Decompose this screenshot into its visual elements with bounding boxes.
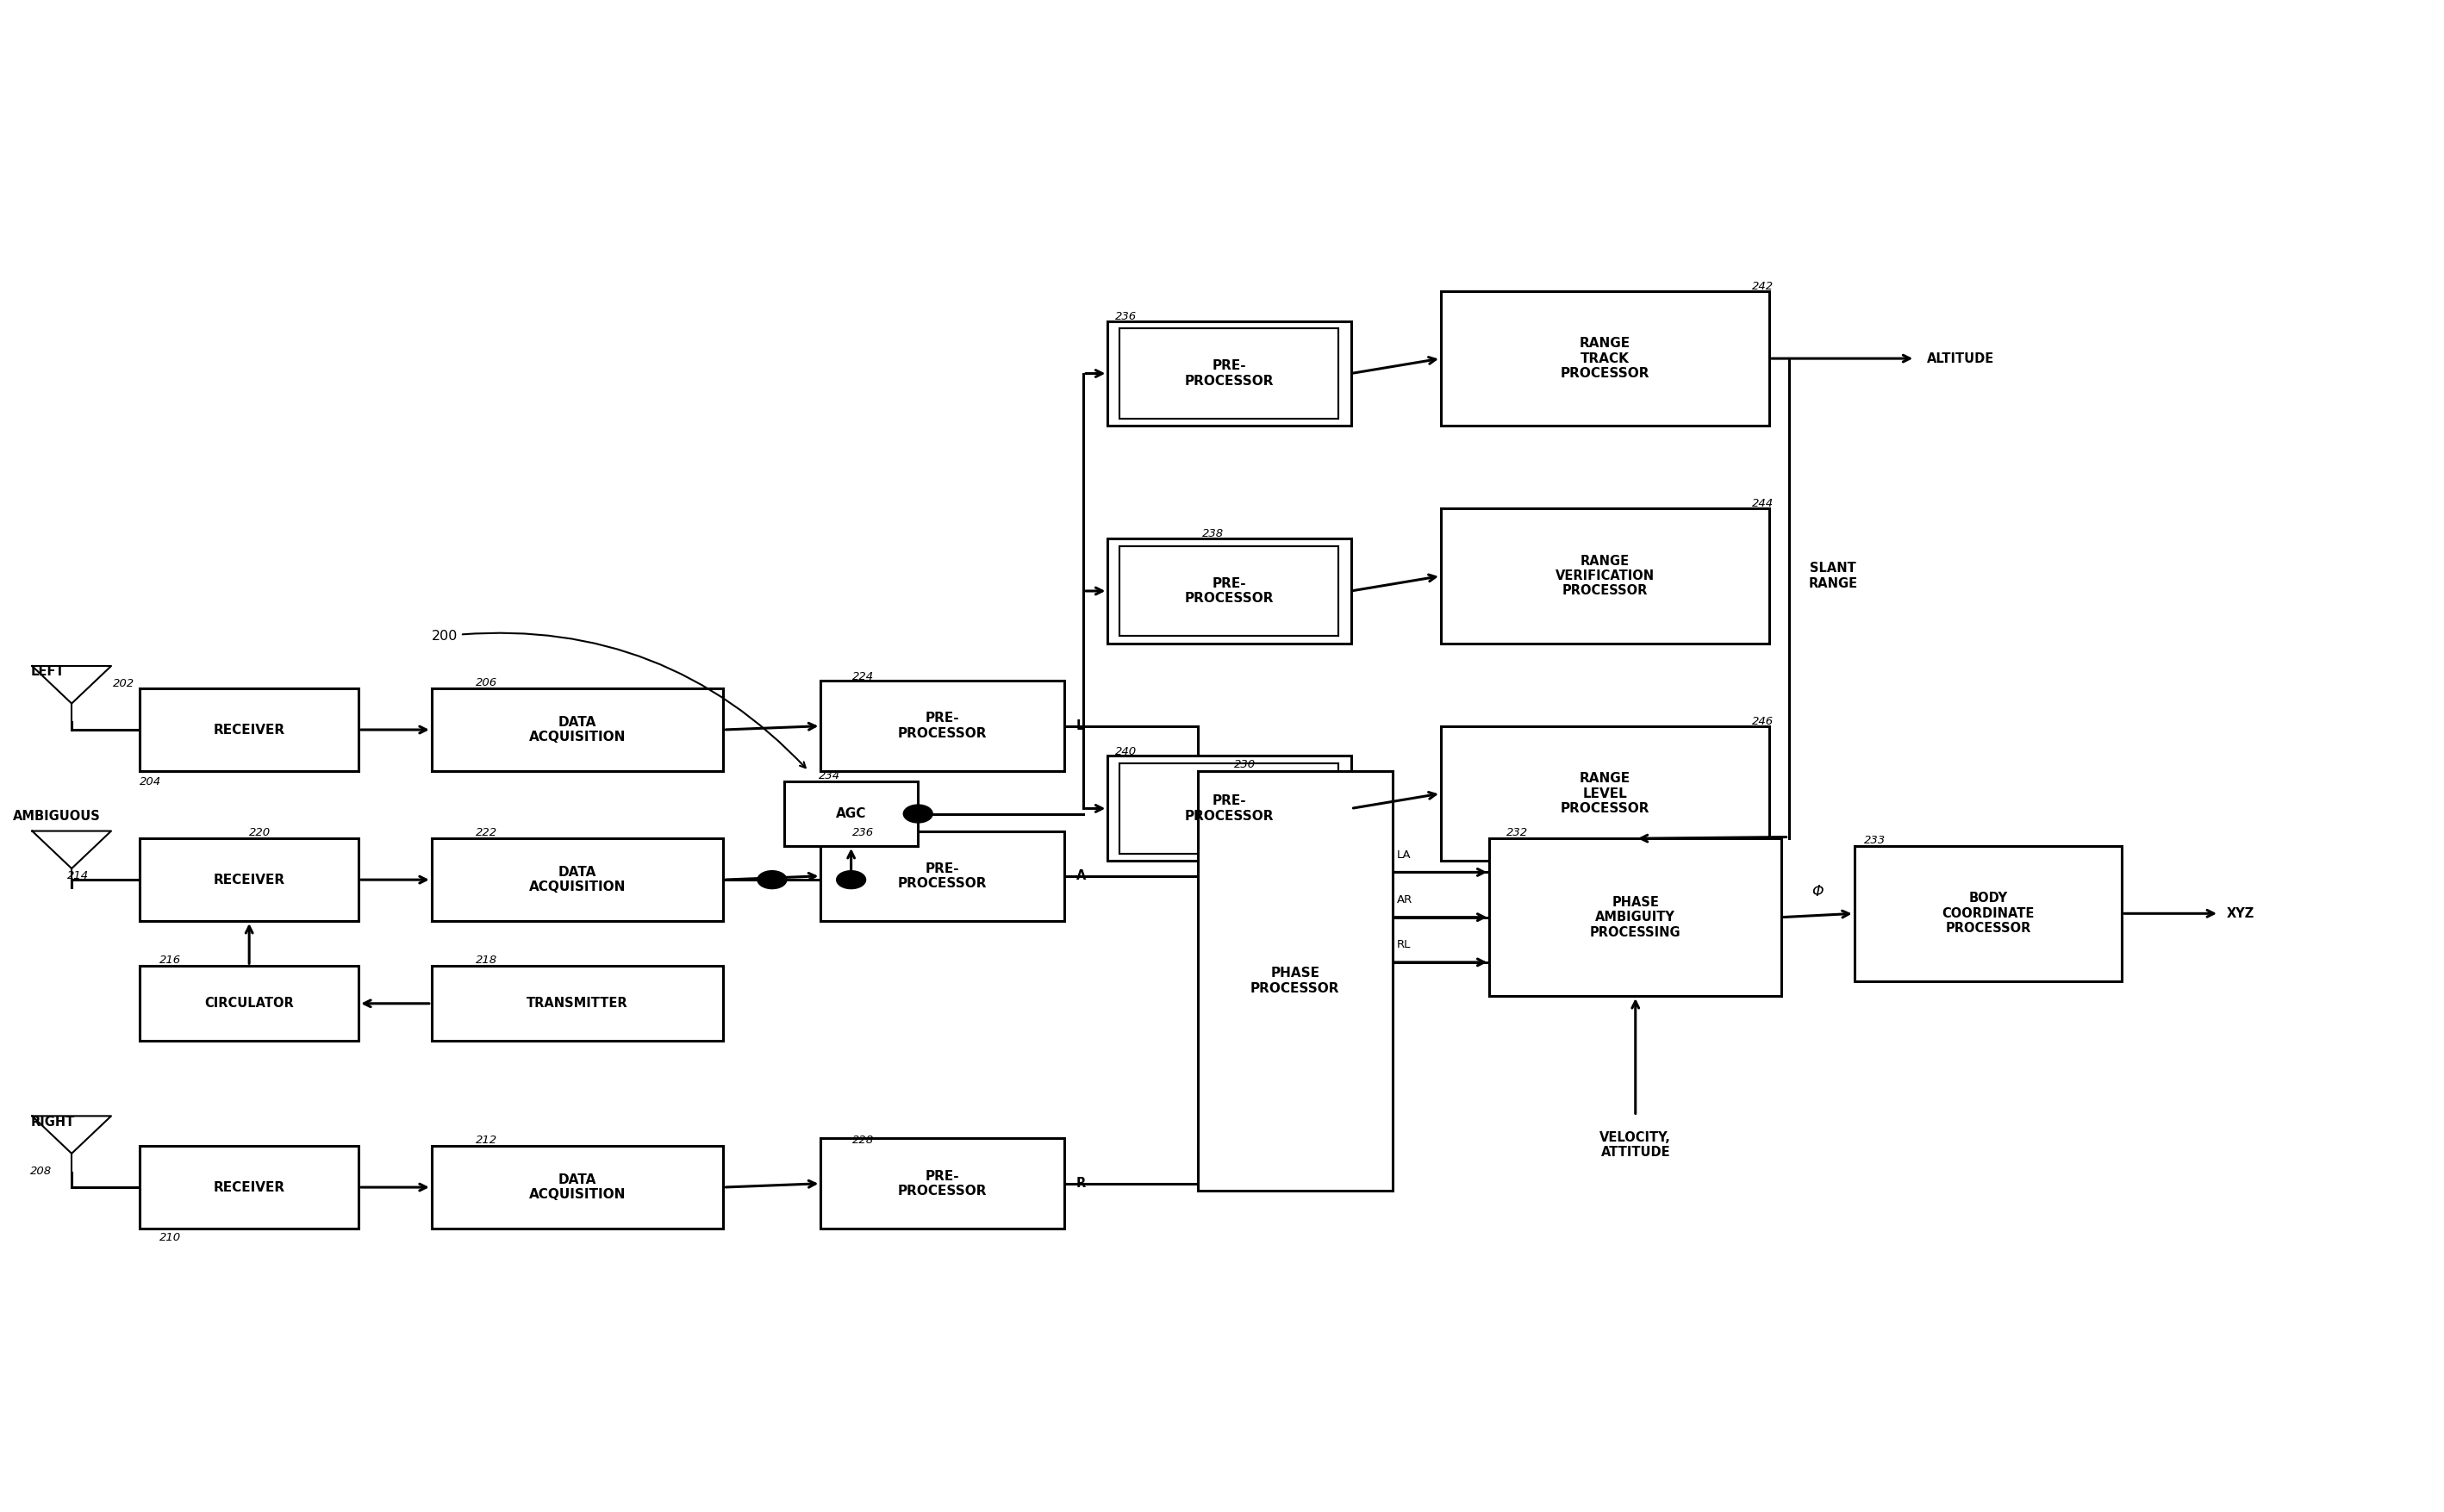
Text: 238: 238 <box>1202 528 1224 540</box>
Text: RANGE
VERIFICATION
PROCESSOR: RANGE VERIFICATION PROCESSOR <box>1554 555 1655 597</box>
Text: 228: 228 <box>853 1134 875 1146</box>
Text: 232: 232 <box>1506 827 1528 838</box>
Bar <box>821 680 1063 771</box>
Bar <box>1442 726 1769 860</box>
Text: 233: 233 <box>1865 835 1887 845</box>
Text: SLANT
RANGE: SLANT RANGE <box>1809 562 1857 590</box>
Text: DATA
ACQUISITION: DATA ACQUISITION <box>528 866 626 894</box>
Text: PHASE
PROCESSOR: PHASE PROCESSOR <box>1251 968 1339 995</box>
Bar <box>1442 290 1769 426</box>
Text: 204: 204 <box>139 776 161 788</box>
Bar <box>139 1146 359 1229</box>
Bar <box>433 688 723 771</box>
Bar <box>1855 847 2121 981</box>
Text: 224: 224 <box>853 671 875 682</box>
Text: LEFT: LEFT <box>29 665 64 679</box>
Text: RIGHT: RIGHT <box>29 1116 73 1128</box>
Bar <box>139 966 359 1040</box>
Text: 242: 242 <box>1752 281 1774 292</box>
Bar <box>785 782 919 847</box>
Text: 216: 216 <box>159 954 181 966</box>
Bar <box>433 839 723 921</box>
Text: A: A <box>1075 869 1085 883</box>
Text: BODY
COORDINATE
PROCESSOR: BODY COORDINATE PROCESSOR <box>1943 892 2033 934</box>
Text: RL: RL <box>1398 939 1410 950</box>
Circle shape <box>904 804 934 823</box>
Text: LA: LA <box>1398 850 1413 860</box>
Text: PRE-
PROCESSOR: PRE- PROCESSOR <box>1185 360 1273 387</box>
Text: R: R <box>1075 1176 1085 1190</box>
Text: 210: 210 <box>159 1232 181 1243</box>
Text: 234: 234 <box>819 770 841 782</box>
Circle shape <box>758 871 787 889</box>
Bar <box>433 966 723 1040</box>
Text: AGC: AGC <box>836 807 865 820</box>
Bar <box>1119 764 1339 853</box>
Text: ALTITUDE: ALTITUDE <box>1928 352 1994 364</box>
Text: DATA
ACQUISITION: DATA ACQUISITION <box>528 1173 626 1201</box>
Text: PHASE
AMBIGUITY
PROCESSING: PHASE AMBIGUITY PROCESSING <box>1591 895 1681 939</box>
Bar <box>1107 321 1352 426</box>
Text: 236: 236 <box>853 827 875 838</box>
Bar <box>1442 508 1769 644</box>
Bar <box>1107 538 1352 644</box>
Text: 218: 218 <box>477 954 496 966</box>
Bar <box>139 839 359 921</box>
Text: AR: AR <box>1398 894 1413 906</box>
Circle shape <box>836 871 865 889</box>
Text: 208: 208 <box>29 1166 51 1178</box>
Text: 206: 206 <box>477 677 496 688</box>
Text: 244: 244 <box>1752 499 1774 510</box>
Text: TRANSMITTER: TRANSMITTER <box>528 996 628 1010</box>
Text: RECEIVER: RECEIVER <box>213 1181 286 1193</box>
Text: PRE-
PROCESSOR: PRE- PROCESSOR <box>1185 578 1273 605</box>
Text: 236: 236 <box>1114 311 1136 322</box>
Text: AMBIGUOUS: AMBIGUOUS <box>12 809 100 823</box>
Bar <box>1488 839 1782 996</box>
Bar <box>1107 756 1352 860</box>
Text: 202: 202 <box>112 679 134 689</box>
Text: CIRCULATOR: CIRCULATOR <box>205 996 293 1010</box>
Text: XYZ: XYZ <box>2226 907 2253 919</box>
Text: RANGE
LEVEL
PROCESSOR: RANGE LEVEL PROCESSOR <box>1559 773 1650 815</box>
Bar <box>433 1146 723 1229</box>
Text: PRE-
PROCESSOR: PRE- PROCESSOR <box>897 862 987 891</box>
Text: VELOCITY,
ATTITUDE: VELOCITY, ATTITUDE <box>1601 1131 1672 1158</box>
Text: Φ: Φ <box>1811 883 1823 900</box>
Bar <box>1119 546 1339 637</box>
Text: RECEIVER: RECEIVER <box>213 723 286 736</box>
Text: 200: 200 <box>433 629 807 768</box>
Text: PRE-
PROCESSOR: PRE- PROCESSOR <box>897 712 987 739</box>
Bar <box>139 688 359 771</box>
Text: DATA
ACQUISITION: DATA ACQUISITION <box>528 715 626 744</box>
Bar <box>821 1139 1063 1229</box>
Text: RECEIVER: RECEIVER <box>213 874 286 886</box>
Text: 246: 246 <box>1752 715 1774 727</box>
Text: PRE-
PROCESSOR: PRE- PROCESSOR <box>1185 794 1273 823</box>
Text: 222: 222 <box>477 827 496 838</box>
Text: 230: 230 <box>1234 759 1256 771</box>
Text: RANGE
TRACK
PROCESSOR: RANGE TRACK PROCESSOR <box>1559 337 1650 380</box>
Text: 220: 220 <box>249 827 271 838</box>
Text: L: L <box>1075 720 1085 732</box>
Text: 214: 214 <box>66 871 88 881</box>
Bar <box>821 832 1063 921</box>
Text: PRE-
PROCESSOR: PRE- PROCESSOR <box>897 1170 987 1198</box>
Text: 240: 240 <box>1114 745 1136 758</box>
Bar <box>1119 328 1339 419</box>
Text: 212: 212 <box>477 1134 496 1146</box>
Bar <box>1198 771 1393 1191</box>
